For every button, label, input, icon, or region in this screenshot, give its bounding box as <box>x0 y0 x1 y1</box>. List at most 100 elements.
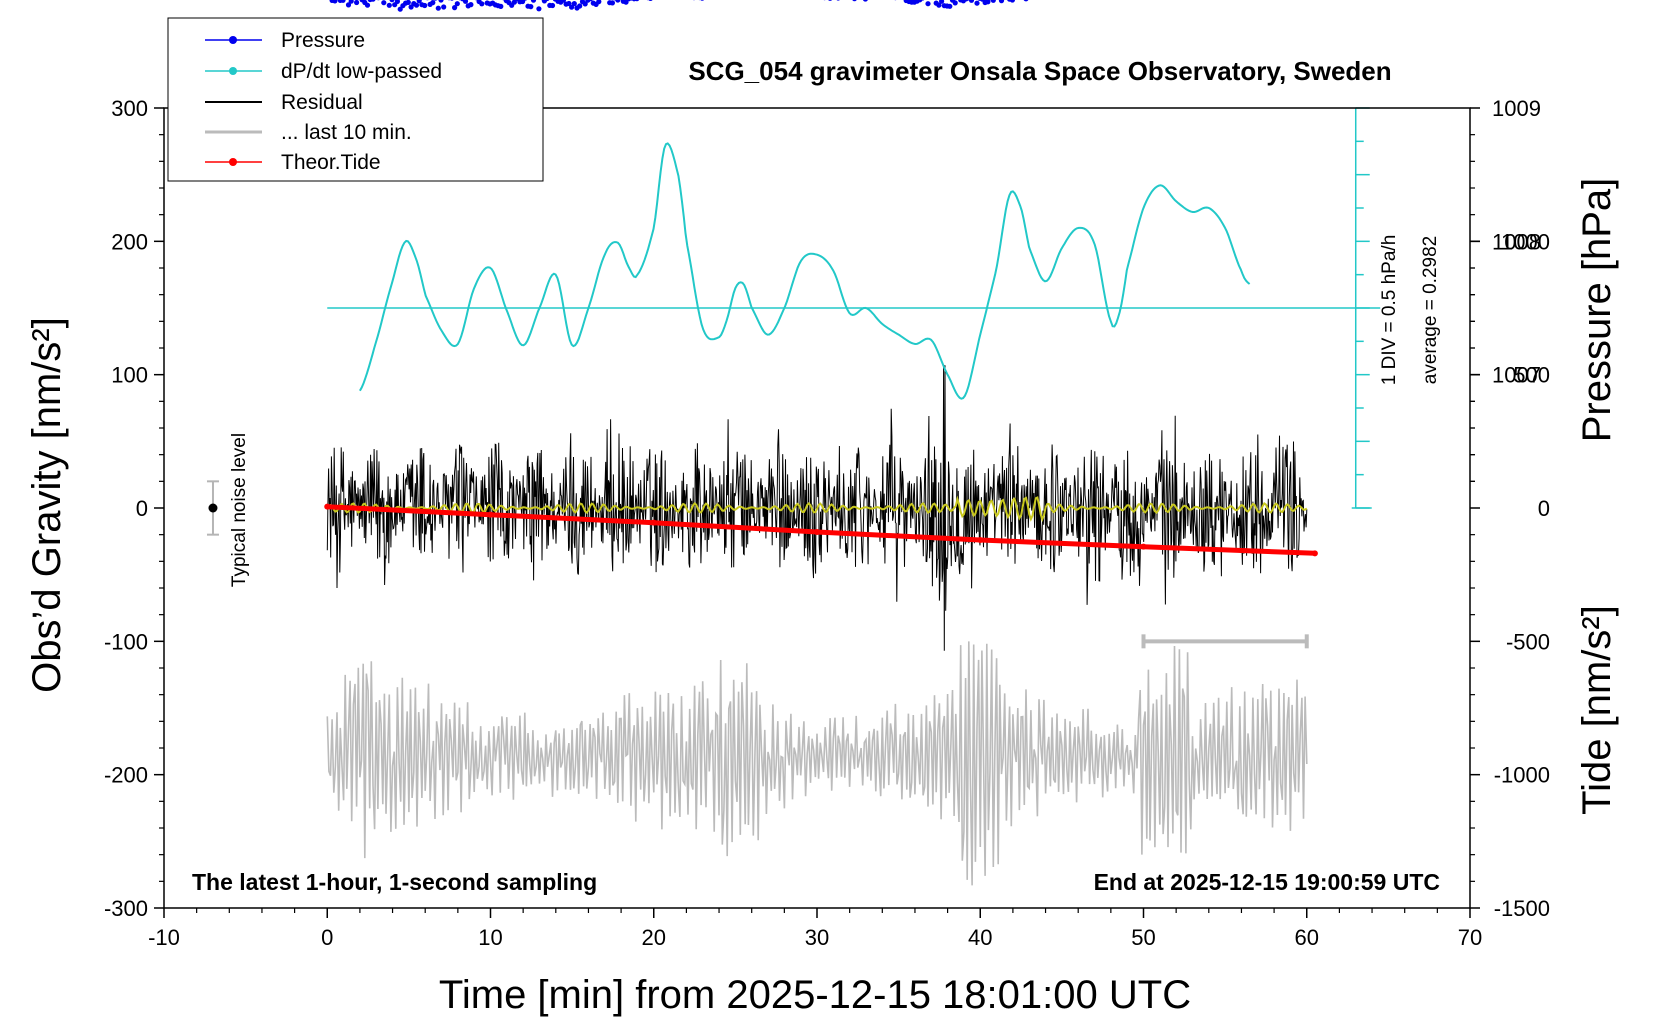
x-tick-label: 10 <box>478 925 502 950</box>
pressure-point <box>498 3 504 9</box>
pressure-point <box>571 1 577 7</box>
legend-item-tide: Theor.Tide <box>205 151 381 174</box>
legend-item-dpdt: dP/dt low-passed <box>205 60 442 83</box>
pressure-point <box>438 0 444 3</box>
y-tick-label: 0 <box>136 496 148 521</box>
dpdt-scale-label: 1 DIV = 0.5 hPa/h <box>1379 235 1400 386</box>
pressure-point <box>1009 0 1015 3</box>
y-tick-label: -200 <box>104 763 148 788</box>
pressure-point <box>541 0 547 4</box>
pressure-point <box>615 0 621 3</box>
pressure-tick-label: 1008 <box>1492 229 1541 254</box>
typical-noise-label: Typical noise level <box>229 433 250 587</box>
legend-marker-tide <box>229 158 237 166</box>
pressure-point <box>348 0 354 4</box>
pressure-point <box>370 0 376 2</box>
x-tick-label: 20 <box>642 925 666 950</box>
tide-tick-label: -1500 <box>1494 896 1550 921</box>
axes-layer: -10 0 10 20 30 40 50 60 703002001000-100-200-300… <box>104 96 1550 950</box>
pressure-point <box>511 0 517 5</box>
pressure-point <box>397 6 403 12</box>
pressure-point <box>990 0 996 3</box>
pressure-point <box>968 0 975 3</box>
y-tick-label: 100 <box>111 363 148 388</box>
pressure-point <box>354 0 360 6</box>
data-layer <box>206 0 1381 886</box>
y-tick-label: 300 <box>111 96 148 121</box>
legend-label-pressure: Pressure <box>281 29 365 52</box>
pressure-point <box>569 4 575 10</box>
x-tick-label: -10 <box>148 925 180 950</box>
pressure-point <box>528 4 534 10</box>
pressure-point <box>700 0 705 1</box>
chart-title: SCG_054 gravimeter Onsala Space Observat… <box>688 56 1391 86</box>
pressure-point <box>648 0 653 1</box>
y-tick-label: -300 <box>104 896 148 921</box>
pressure-point <box>917 0 923 3</box>
pressure-point <box>985 0 991 5</box>
x-tick-label: 60 <box>1295 925 1319 950</box>
pressure-point <box>634 0 640 2</box>
pressure-point <box>386 2 392 8</box>
pressure-point <box>422 2 428 9</box>
pressure-point <box>566 0 572 7</box>
pressure-point <box>364 2 371 8</box>
y-tick-label: -100 <box>104 629 148 654</box>
y-axis-title-gravity: Obs’d Gravity [nm/s²] <box>25 317 69 693</box>
pressure-point <box>852 0 857 2</box>
theor-tide-point <box>814 529 820 535</box>
pressure-point <box>430 0 436 6</box>
x-axis-title: Time [min] from 2025-12-15 18:01:00 UTC <box>439 973 1191 1017</box>
legend-marker-dpdt <box>229 67 237 75</box>
pressure-point <box>452 5 458 11</box>
pressure-point <box>939 0 945 4</box>
pressure-point <box>332 0 338 4</box>
theor-tide-point <box>487 511 494 518</box>
theor-tide-point <box>1311 550 1318 557</box>
pressure-point <box>920 0 925 1</box>
pressure-point <box>435 5 441 11</box>
legend-label-last10: ... last 10 min. <box>281 121 412 144</box>
pressure-tick-label: 1007 <box>1492 363 1541 388</box>
pressure-point <box>963 0 969 2</box>
pressure-point <box>479 1 485 7</box>
residual-smoothed-trace <box>326 495 1308 523</box>
x-tick-label: 70 <box>1458 925 1482 950</box>
legend-label-tide: Theor.Tide <box>281 151 381 174</box>
pressure-point <box>450 0 454 1</box>
dpdt-trace <box>359 142 1251 400</box>
legend-marker-pressure <box>229 36 237 44</box>
y-tick-label: 200 <box>111 229 148 254</box>
pressure-point <box>836 0 840 1</box>
pressure-series <box>329 0 1029 12</box>
tide-tick-label: -1000 <box>1494 763 1550 788</box>
legend-item-pressure: Pressure <box>205 29 365 52</box>
tide-tick-label: 500 <box>1513 363 1550 388</box>
tide-tick-label: 0 <box>1538 496 1550 521</box>
pressure-point <box>828 0 833 1</box>
last-10-min-trace <box>326 641 1308 886</box>
pressure-point <box>462 0 469 4</box>
pressure-tick-label: 1009 <box>1492 96 1541 121</box>
pressure-point <box>952 0 958 6</box>
pressure-point <box>998 0 1005 4</box>
pressure-point <box>340 0 346 3</box>
legend-item-last10: ... last 10 min. <box>205 121 412 144</box>
theor-tide-point <box>977 537 984 543</box>
pressure-point <box>530 0 537 3</box>
tide-tick-label: 1000 <box>1501 229 1550 254</box>
annotation-bottom-left: The latest 1-hour, 1-second sampling <box>192 869 597 895</box>
pressure-point <box>947 3 953 9</box>
pressure-point <box>413 2 420 8</box>
pressure-point <box>582 1 588 7</box>
y-axis-title-tide: Tide [nm/s²] <box>1575 605 1619 815</box>
pressure-point <box>394 0 400 4</box>
pressure-point <box>389 0 395 3</box>
pressure-point <box>623 0 629 5</box>
theor-tide-point <box>324 503 331 510</box>
pressure-point <box>468 2 474 8</box>
legend-box <box>167 17 544 182</box>
pressure-point <box>433 0 438 1</box>
pressure-point <box>577 3 583 9</box>
